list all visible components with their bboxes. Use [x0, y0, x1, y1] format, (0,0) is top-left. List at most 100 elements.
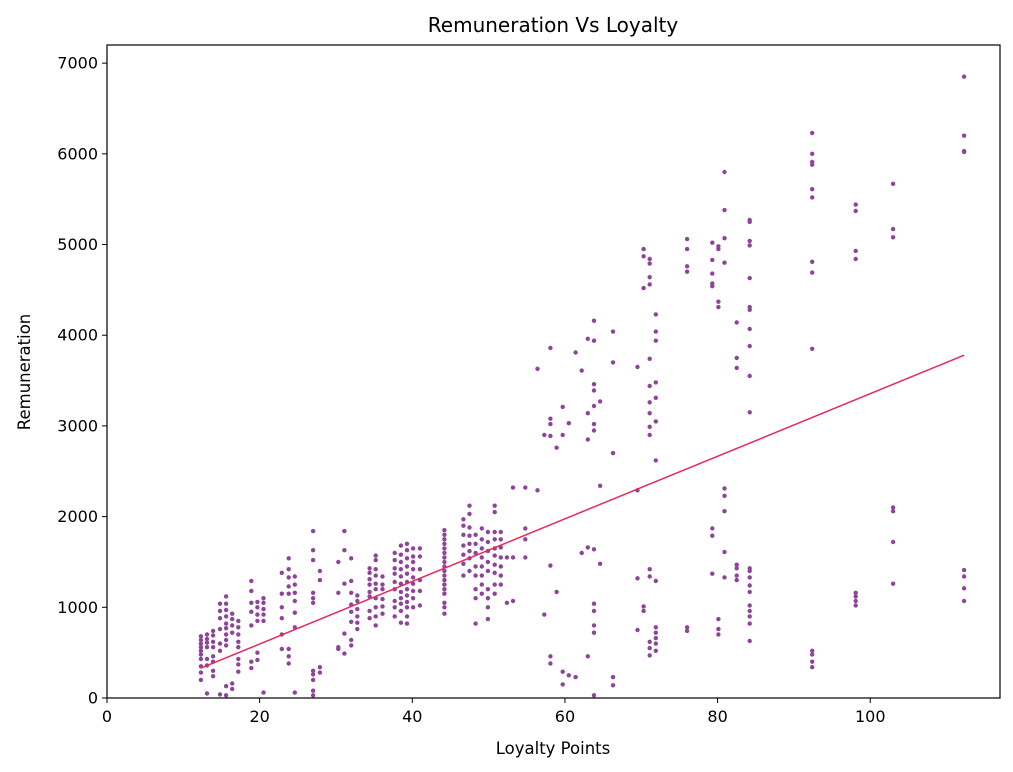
data-point	[367, 594, 372, 599]
data-point	[342, 581, 347, 586]
data-point	[566, 673, 571, 678]
data-point	[597, 483, 603, 488]
data-point	[404, 599, 410, 605]
data-point	[442, 546, 447, 551]
data-point	[261, 600, 266, 605]
data-point	[747, 243, 752, 248]
data-point	[653, 380, 658, 385]
data-point	[367, 570, 372, 575]
data-point	[684, 246, 690, 252]
data-point	[684, 625, 690, 630]
data-point	[473, 621, 478, 626]
data-point	[961, 586, 967, 591]
data-point	[392, 614, 397, 619]
data-point	[747, 238, 752, 244]
data-point	[417, 546, 423, 551]
plot-frame	[106, 44, 1001, 699]
data-point	[485, 568, 491, 574]
data-point	[653, 395, 658, 400]
data-point	[747, 614, 752, 619]
data-point	[223, 594, 229, 599]
data-point	[461, 532, 466, 537]
data-point	[255, 650, 260, 655]
data-point	[249, 659, 254, 664]
data-point	[548, 654, 553, 659]
data-point	[510, 598, 516, 604]
data-point	[310, 590, 316, 595]
data-point	[716, 244, 721, 249]
data-point	[461, 573, 466, 578]
data-point	[417, 554, 423, 559]
data-point	[367, 589, 372, 595]
data-point	[223, 607, 229, 613]
data-point	[647, 411, 652, 416]
data-point	[647, 653, 652, 658]
data-point	[217, 692, 223, 697]
data-point	[410, 581, 416, 586]
data-point	[890, 235, 896, 240]
data-point	[410, 559, 416, 565]
data-point	[579, 368, 584, 373]
data-point	[367, 608, 372, 614]
data-point	[734, 566, 739, 571]
data-point	[210, 639, 216, 644]
data-point	[542, 432, 547, 438]
data-point	[653, 641, 658, 646]
data-point	[223, 637, 229, 643]
data-point	[461, 543, 466, 548]
data-point	[573, 674, 578, 680]
data-point	[591, 318, 597, 323]
data-point	[373, 567, 378, 572]
x-tick-label: 0	[102, 707, 112, 726]
data-point	[722, 236, 727, 241]
data-point	[498, 582, 503, 587]
data-point	[479, 564, 484, 569]
data-point	[653, 458, 658, 463]
data-point	[373, 587, 378, 592]
data-point	[716, 304, 721, 310]
data-point	[548, 661, 553, 666]
data-point	[204, 656, 210, 662]
data-point	[716, 632, 721, 637]
data-point	[853, 202, 858, 207]
data-point	[255, 599, 260, 605]
data-point	[236, 645, 241, 650]
data-point	[485, 605, 491, 610]
data-point	[473, 596, 478, 601]
data-point	[223, 621, 229, 626]
data-point	[498, 529, 503, 535]
data-point	[548, 416, 553, 421]
data-point	[355, 593, 360, 598]
data-point	[722, 549, 727, 555]
data-point	[355, 620, 360, 625]
data-point	[249, 623, 254, 628]
data-point	[473, 550, 478, 556]
data-point	[523, 526, 528, 531]
data-point	[223, 684, 229, 689]
data-point	[716, 626, 721, 632]
x-tick-label: 80	[707, 707, 727, 726]
data-point	[747, 326, 752, 332]
data-point	[198, 670, 204, 675]
data-point	[410, 596, 416, 601]
data-point	[734, 365, 739, 371]
data-point	[236, 625, 241, 630]
data-point	[747, 589, 752, 595]
data-point	[647, 645, 652, 651]
data-point	[722, 486, 727, 491]
data-point	[198, 677, 204, 683]
data-point	[261, 690, 266, 695]
data-point	[810, 659, 815, 664]
data-point	[310, 693, 316, 698]
data-point	[410, 605, 416, 610]
data-point	[498, 573, 503, 578]
data-point	[635, 627, 640, 633]
regression-line	[200, 354, 965, 669]
data-point	[653, 338, 658, 343]
data-point	[198, 637, 204, 643]
data-point	[404, 556, 410, 561]
data-point	[747, 583, 752, 588]
data-point	[554, 445, 559, 450]
data-point	[310, 677, 316, 683]
